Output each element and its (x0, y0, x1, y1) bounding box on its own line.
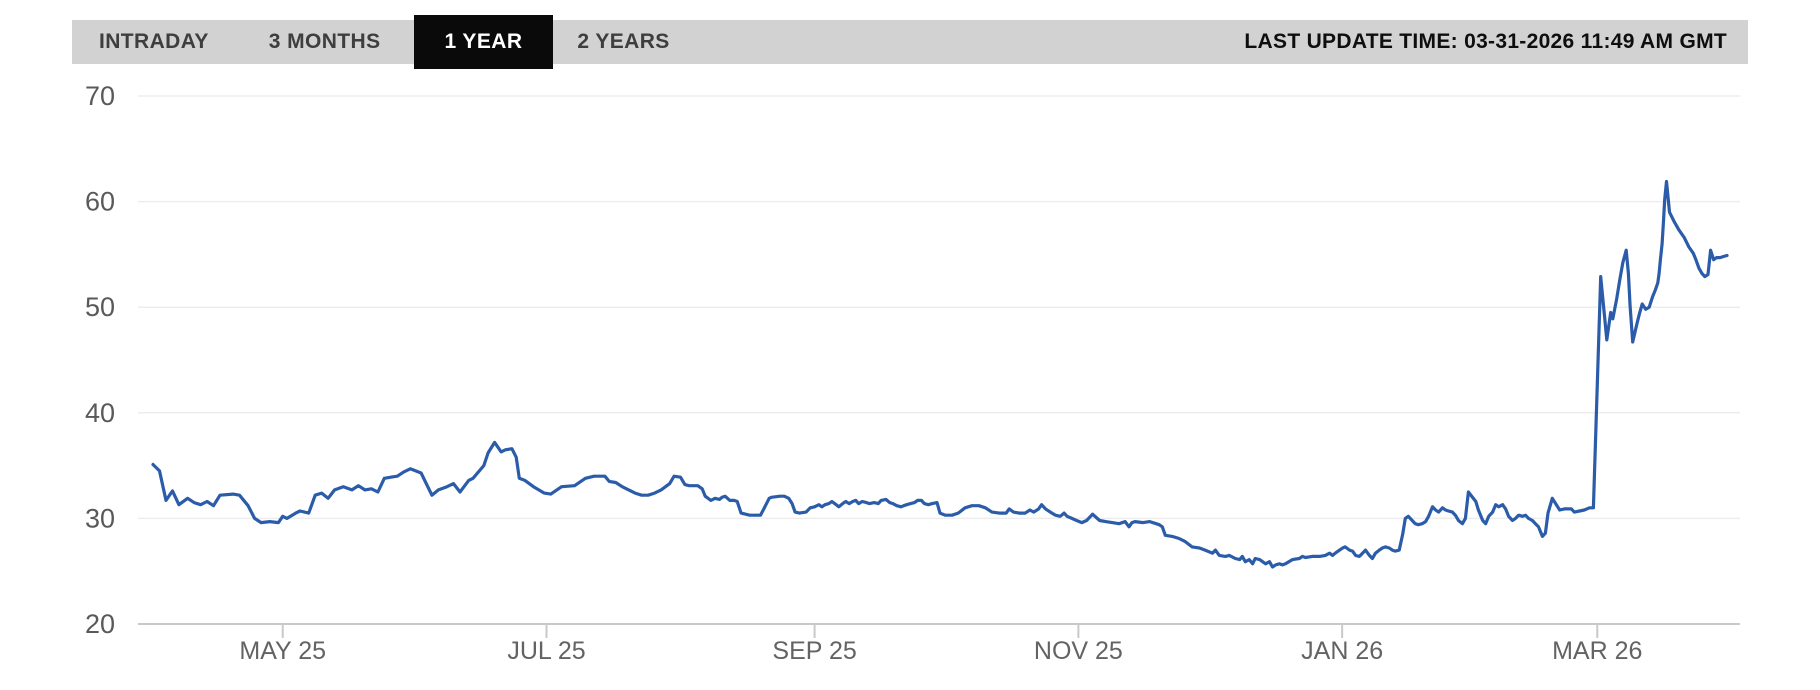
y-axis-label: 70 (85, 81, 115, 111)
tab-2-years[interactable]: 2 YEARS (577, 30, 670, 53)
y-axis-label: 60 (85, 187, 115, 217)
range-tabs: INTRADAY 3 MONTHS 1 YEAR 2 YEARS (72, 15, 670, 69)
y-axis-label: 30 (85, 503, 115, 533)
x-axis-label: JUL 25 (507, 637, 585, 665)
y-axis-label: 20 (85, 609, 115, 639)
tab-intraday[interactable]: INTRADAY (99, 30, 209, 53)
x-axis-label: MAY 25 (239, 637, 326, 665)
range-toolbar: INTRADAY 3 MONTHS 1 YEAR 2 YEARS LAST UPDAT… (72, 15, 1748, 69)
tab-1-year[interactable]: 1 YEAR (413, 15, 554, 69)
last-update-time: LAST UPDATE TIME: 03-31-2026 11:49 AM GM… (1244, 30, 1727, 53)
y-axis-label: 50 (85, 292, 115, 322)
x-axis-label: MAR 26 (1552, 637, 1642, 665)
tab-3-months[interactable]: 3 MONTHS (268, 30, 381, 53)
x-axis-label: JAN 26 (1301, 637, 1383, 665)
x-axis-label: SEP 25 (772, 637, 856, 665)
x-axis-label: NOV 25 (1034, 637, 1123, 665)
y-axis-label: 40 (85, 398, 115, 428)
price-line (151, 179, 1729, 569)
